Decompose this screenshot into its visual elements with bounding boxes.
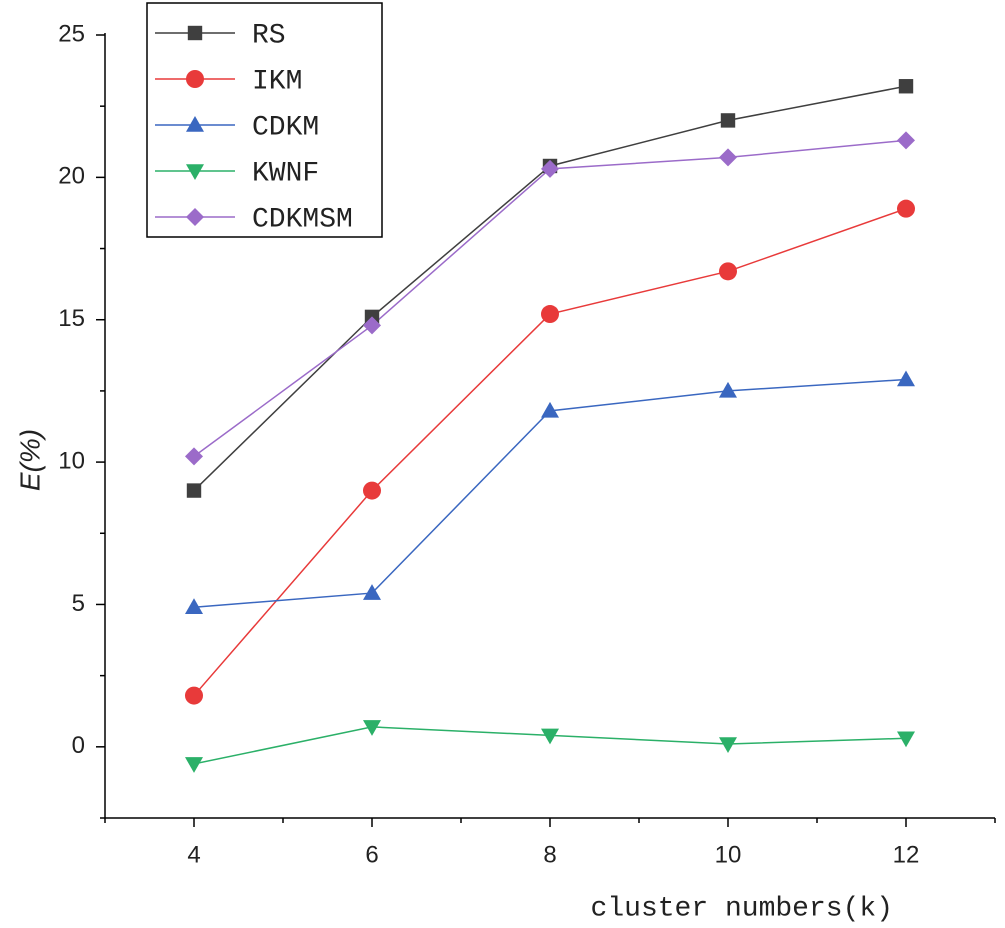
x-tick-label: 10 <box>715 841 742 868</box>
marker <box>541 159 559 178</box>
marker <box>185 447 203 466</box>
series-line <box>193 207 907 697</box>
y-axis-title: E(%) <box>14 429 45 491</box>
marker <box>185 598 203 615</box>
x-tick-label: 12 <box>893 841 920 868</box>
legend-marker <box>186 208 204 226</box>
y-tick-label: 5 <box>72 590 85 617</box>
marker <box>897 199 915 218</box>
x-tick-label: 4 <box>187 841 200 868</box>
y-tick-label: 0 <box>72 732 85 759</box>
legend-marker <box>186 70 204 88</box>
marker <box>185 686 203 705</box>
marker <box>363 316 381 335</box>
marker <box>541 305 559 324</box>
x-tick-label: 6 <box>365 841 378 868</box>
y-tick-label: 25 <box>58 20 85 47</box>
marker <box>719 262 737 281</box>
marker <box>363 720 381 736</box>
legend-label: RS <box>252 20 286 51</box>
legend-marker <box>186 116 204 132</box>
legend-marker <box>187 25 203 41</box>
marker <box>719 148 737 167</box>
marker <box>363 584 381 600</box>
y-tick-label: 20 <box>58 163 85 190</box>
y-tick-label: 10 <box>58 447 85 474</box>
legend-label: KWNF <box>252 158 319 189</box>
marker <box>897 731 915 748</box>
y-tick-label: 15 <box>58 305 85 332</box>
legend-label: IKM <box>252 66 302 97</box>
marker <box>897 370 915 387</box>
marker <box>186 483 202 498</box>
x-axis-title: cluster numbers(k) <box>591 893 893 924</box>
marker <box>541 728 559 745</box>
marker <box>719 381 737 398</box>
marker <box>719 737 737 753</box>
marker <box>363 481 381 500</box>
marker <box>720 113 736 128</box>
legend-label: CDKM <box>252 112 319 143</box>
marker <box>898 79 914 94</box>
legend-marker <box>186 164 204 180</box>
marker <box>541 401 559 418</box>
legend-box <box>146 2 383 238</box>
marker <box>185 757 203 773</box>
marker <box>897 131 915 150</box>
x-tick-label: 8 <box>543 841 556 868</box>
legend-label: CDKMSM <box>252 204 353 235</box>
